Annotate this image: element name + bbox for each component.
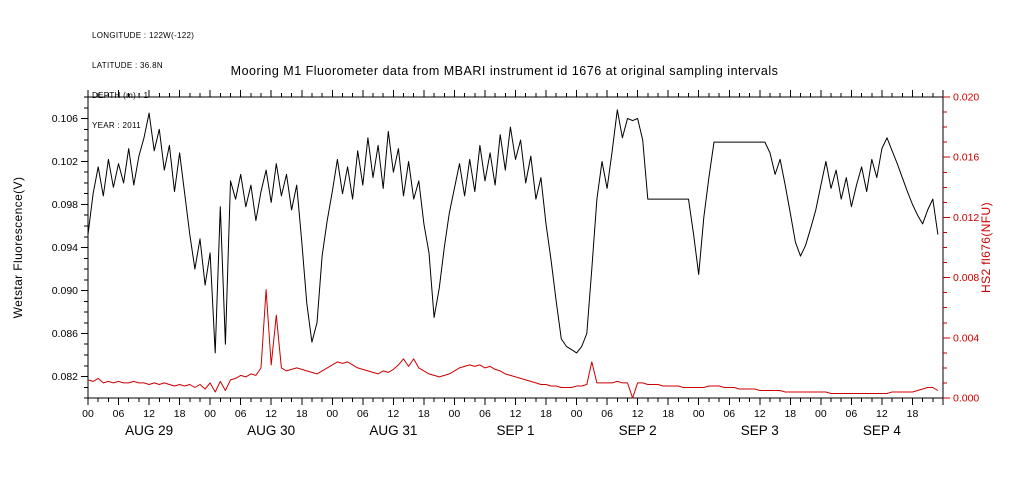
x-day-label: AUG 29 [125, 423, 173, 438]
x-tick-label: 18 [784, 408, 796, 420]
x-tick-label: 18 [418, 408, 430, 420]
x-tick-label: 06 [357, 408, 369, 420]
x-tick-label: 18 [662, 408, 674, 420]
x-tick-label: 06 [235, 408, 247, 420]
x-day-label: AUG 31 [369, 423, 417, 438]
left-tick-label: 0.102 [52, 156, 78, 168]
x-day-label: SEP 3 [741, 423, 779, 438]
x-tick-label: 12 [632, 408, 644, 420]
x-tick-label: 18 [174, 408, 186, 420]
left-tick-label: 0.098 [52, 199, 78, 211]
x-tick-label: 18 [296, 408, 308, 420]
metadata-longitude: LONGITUDE : 122W(-122) [92, 31, 195, 40]
series-line-hs2 [87, 289, 939, 399]
metadata-block: LONGITUDE : 122W(-122) LATITUDE : 36.8N … [92, 11, 194, 151]
chart-title: Mooring M1 Fluorometer data from MBARI i… [230, 64, 779, 78]
right-tick-label: 0.000 [953, 393, 979, 405]
right-tick-label: 0.004 [953, 332, 979, 344]
x-tick-label: 12 [265, 408, 277, 420]
metadata-year: YEAR : 2011 [92, 121, 141, 130]
left-tick-label: 0.094 [52, 242, 78, 254]
x-tick-label: 00 [326, 408, 338, 420]
left-tick-label: 0.086 [52, 328, 78, 340]
x-tick-label: 06 [113, 408, 125, 420]
x-tick-label: 00 [449, 408, 461, 420]
x-tick-label: 00 [693, 408, 705, 420]
x-tick-label: 12 [876, 408, 888, 420]
x-tick-label: 00 [815, 408, 827, 420]
x-day-label: SEP 4 [863, 423, 902, 438]
metadata-latitude: LATITUDE : 36.8N [92, 61, 163, 70]
left-tick-label: 0.090 [52, 285, 78, 297]
right-tick-label: 0.008 [953, 272, 979, 284]
right-tick-label: 0.012 [953, 212, 979, 224]
series-line-wetstar [87, 109, 939, 354]
right-tick-label: 0.020 [953, 92, 979, 104]
x-tick-label: 12 [143, 408, 155, 420]
x-tick-label: 06 [479, 408, 491, 420]
x-tick-label: 00 [571, 408, 583, 420]
x-tick-label: 18 [540, 408, 552, 420]
x-tick-label: 06 [846, 408, 858, 420]
plot-frame [87, 96, 944, 399]
x-tick-label: 12 [388, 408, 400, 420]
x-tick-label: 00 [82, 408, 94, 420]
x-tick-label: 06 [723, 408, 735, 420]
x-day-label: SEP 2 [619, 423, 657, 438]
x-tick-label: 12 [510, 408, 522, 420]
x-tick-label: 18 [907, 408, 919, 420]
x-day-label: AUG 30 [247, 423, 295, 438]
left-tick-label: 0.082 [52, 371, 78, 383]
x-tick-label: 12 [754, 408, 766, 420]
right-axis-title: HS2 fl676(NFU) [979, 202, 993, 293]
left-axis-title: Wetstar Fluorescence(V) [11, 177, 25, 319]
right-tick-label: 0.016 [953, 152, 979, 164]
left-tick-label: 0.106 [52, 113, 78, 125]
x-tick-label: 06 [601, 408, 613, 420]
metadata-depth: DEPTH (m) : 1 [92, 91, 149, 100]
x-day-label: SEP 1 [496, 423, 534, 438]
x-tick-label: 00 [204, 408, 216, 420]
